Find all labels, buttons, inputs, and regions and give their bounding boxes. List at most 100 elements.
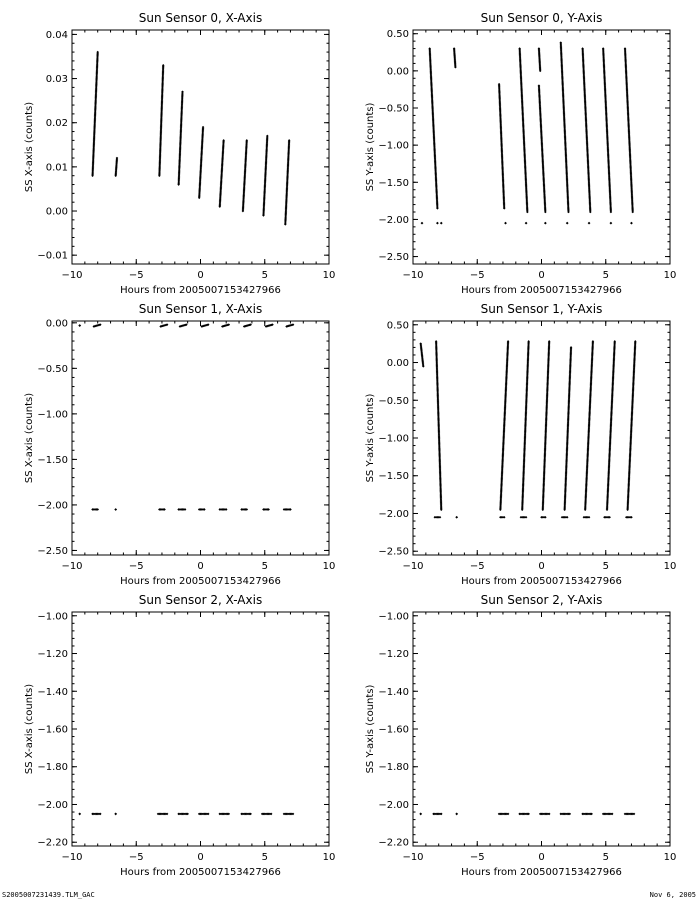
data-point — [291, 323, 295, 326]
x-tick-label: −5 — [470, 270, 485, 281]
chart-panel-0: Sun Sensor 0, X-Axis −10 −5 0 5 10 −0.01 0.00 0.… — [24, 11, 335, 296]
data-point — [242, 325, 246, 328]
y-tick-label: 0.00 — [387, 358, 409, 369]
y-tick-label: −1.40 — [378, 687, 409, 698]
data-point — [287, 139, 291, 142]
data-point — [544, 210, 547, 214]
data-point — [436, 206, 439, 210]
y-tick-label: −2.20 — [378, 838, 409, 849]
data-point — [160, 324, 164, 328]
data-point — [179, 324, 183, 328]
data-streak-2 — [177, 812, 189, 816]
data-streak-0 — [91, 50, 99, 177]
data-point — [201, 125, 205, 129]
data-point — [439, 812, 443, 816]
y-tick-label: −1.00 — [37, 409, 68, 420]
data-point — [526, 210, 529, 214]
data-streak-6 — [260, 812, 273, 816]
chart-title: Sun Sensor 1, X-Axis — [139, 302, 262, 316]
data-streak-6 — [583, 340, 595, 512]
data-series — [420, 41, 635, 225]
y-tick-label: 0.00 — [387, 66, 409, 77]
data-point — [419, 342, 423, 345]
x-tick-label: −10 — [402, 852, 423, 863]
data-streak-7 — [282, 812, 295, 816]
y-tick-label: 0.50 — [387, 29, 409, 40]
x-tick-label: 0 — [197, 561, 203, 572]
x-tick-label: −10 — [61, 852, 82, 863]
data-streak-0 — [419, 342, 425, 368]
data-point — [419, 347, 423, 350]
data-point — [630, 221, 633, 225]
data-point — [438, 515, 442, 519]
y-axis-label: SS Y-axis (counts) — [365, 393, 376, 482]
data-streak-3 — [538, 812, 551, 816]
x-tick-label: −5 — [129, 561, 144, 572]
data-point — [178, 325, 182, 328]
y-tick-label: −1.50 — [378, 471, 409, 482]
y-tick-label: −1.00 — [378, 611, 409, 622]
data-point — [183, 508, 187, 511]
y-tick-label: −2.00 — [37, 800, 68, 811]
data-point — [203, 508, 206, 511]
data-point — [243, 324, 247, 328]
data-point — [96, 508, 99, 511]
data-streak-4 — [541, 340, 551, 512]
data-streak-9 — [623, 47, 635, 214]
data-point — [632, 812, 636, 816]
y-tick-label: −1.50 — [37, 455, 68, 466]
data-streak-13 — [240, 508, 249, 511]
x-axis-label: Hours from 2005007153427966 — [120, 576, 281, 587]
data-point — [98, 323, 102, 326]
data-point — [589, 210, 592, 214]
data-point — [159, 325, 162, 328]
x-tick-label: −10 — [402, 561, 423, 572]
data-point — [569, 346, 573, 349]
data-streak-0 — [92, 323, 102, 328]
plot-frame — [412, 611, 671, 847]
data-point — [227, 812, 231, 816]
y-tick-label: −2.50 — [378, 547, 409, 558]
data-point — [289, 508, 292, 511]
data-streak-1 — [434, 340, 443, 512]
y-tick-label: −0.50 — [378, 396, 409, 407]
data-streak-2 — [497, 82, 506, 210]
data-point — [182, 323, 186, 327]
data-point — [222, 324, 225, 328]
chart-panel-2: Sun Sensor 1, X-Axis −10 −5 0 5 10 −2.50 −2.00 −… — [24, 302, 335, 587]
data-point — [502, 515, 506, 519]
y-tick-label: 0.50 — [387, 320, 409, 331]
data-point — [247, 323, 250, 327]
data-point — [538, 69, 542, 73]
data-streak-4 — [218, 812, 231, 816]
data-streak-16 — [625, 515, 633, 519]
data-streak-3 — [177, 90, 184, 186]
chart-panel-3: Sun Sensor 1, Y-Axis −10 −5 0 5 10 −2.50 −2.00 −… — [365, 302, 676, 587]
data-streak-5 — [563, 346, 573, 512]
x-tick-label: 0 — [538, 270, 544, 281]
data-point — [587, 221, 591, 225]
x-tick-label: −5 — [129, 270, 144, 281]
x-tick-label: 10 — [323, 852, 336, 863]
data-streak-5 — [242, 323, 252, 328]
data-point — [506, 340, 510, 343]
data-streak-10 — [499, 515, 506, 519]
data-streak-7 — [623, 812, 636, 816]
data-streak-7 — [605, 340, 617, 512]
data-point — [201, 324, 205, 328]
y-axis-label: SS X-axis (counts) — [24, 102, 35, 192]
data-point — [502, 206, 506, 210]
y-tick-label: −2.00 — [378, 800, 409, 811]
data-streak-8 — [91, 508, 99, 511]
x-tick-label: 10 — [323, 561, 336, 572]
x-tick-label: 5 — [603, 270, 609, 281]
data-series — [419, 812, 636, 816]
data-point — [271, 323, 274, 326]
data-point — [186, 812, 189, 816]
x-tick-label: 5 — [262, 561, 268, 572]
data-streak-0 — [428, 47, 439, 210]
data-point — [609, 210, 613, 214]
x-tick-label: −5 — [129, 852, 144, 863]
data-point — [455, 812, 459, 816]
data-point — [206, 812, 210, 816]
